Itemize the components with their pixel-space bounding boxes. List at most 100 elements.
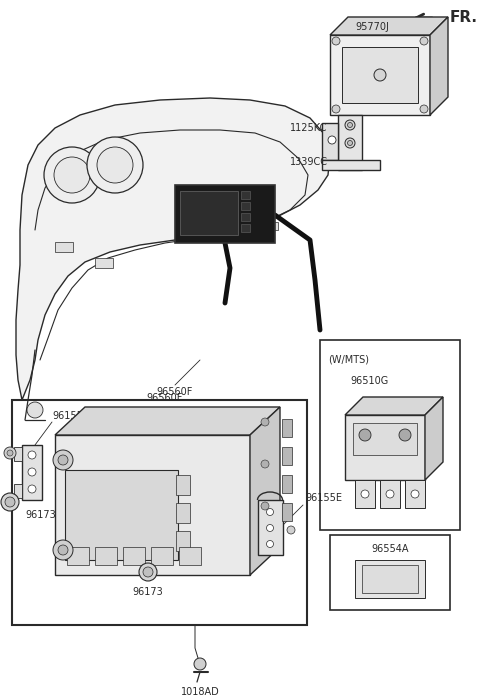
Bar: [342, 47, 418, 103]
Circle shape: [345, 138, 355, 148]
Circle shape: [7, 450, 13, 456]
Circle shape: [28, 468, 36, 476]
Circle shape: [261, 502, 269, 510]
Circle shape: [348, 140, 352, 145]
Circle shape: [266, 524, 274, 531]
Bar: [353, 423, 417, 455]
Bar: [55, 435, 250, 575]
Polygon shape: [250, 407, 280, 575]
Text: 96145C: 96145C: [200, 413, 238, 423]
Circle shape: [27, 402, 43, 418]
Circle shape: [1, 493, 19, 511]
Bar: [355, 560, 425, 598]
Bar: [175, 185, 275, 243]
Text: 96173: 96173: [132, 587, 163, 597]
Text: 96560F: 96560F: [147, 393, 183, 403]
Circle shape: [28, 451, 36, 459]
Circle shape: [266, 540, 274, 547]
Circle shape: [332, 105, 340, 113]
Polygon shape: [355, 480, 375, 508]
Circle shape: [58, 545, 68, 555]
Bar: [330, 35, 430, 115]
Bar: [95, 258, 113, 268]
Bar: [123, 547, 145, 565]
Circle shape: [58, 455, 68, 465]
Circle shape: [53, 540, 73, 560]
Text: 95770J: 95770J: [355, 22, 389, 32]
Bar: [151, 547, 173, 565]
Text: 96155D: 96155D: [52, 411, 91, 421]
Text: 1125KC: 1125KC: [290, 123, 327, 133]
Bar: [176, 531, 190, 551]
Polygon shape: [405, 480, 425, 508]
Bar: [258, 500, 283, 555]
Circle shape: [28, 485, 36, 493]
Circle shape: [97, 147, 133, 183]
Polygon shape: [55, 407, 280, 435]
Text: 96155E: 96155E: [305, 493, 342, 503]
Circle shape: [420, 105, 428, 113]
Bar: [260, 222, 278, 230]
Circle shape: [87, 137, 143, 193]
Bar: [176, 503, 190, 523]
Circle shape: [411, 490, 419, 498]
Bar: [65, 470, 178, 560]
Circle shape: [348, 123, 352, 128]
Bar: [241, 191, 250, 199]
Text: (W/MTS): (W/MTS): [328, 354, 369, 364]
Circle shape: [332, 37, 340, 45]
Circle shape: [359, 429, 371, 441]
Text: 96560F: 96560F: [157, 387, 193, 397]
Polygon shape: [322, 123, 338, 160]
Bar: [282, 447, 292, 465]
Circle shape: [194, 658, 206, 670]
Polygon shape: [425, 397, 443, 480]
Circle shape: [143, 567, 153, 577]
Circle shape: [44, 147, 100, 203]
Text: FR.: FR.: [450, 10, 478, 26]
Polygon shape: [430, 17, 448, 115]
Text: 96554A: 96554A: [371, 544, 409, 554]
Text: 1339CC: 1339CC: [290, 157, 328, 167]
Bar: [362, 565, 418, 593]
Polygon shape: [322, 160, 380, 170]
Circle shape: [345, 120, 355, 130]
Polygon shape: [345, 397, 443, 415]
Circle shape: [261, 460, 269, 468]
Circle shape: [399, 429, 411, 441]
Circle shape: [420, 37, 428, 45]
Circle shape: [4, 447, 16, 459]
Circle shape: [54, 157, 90, 193]
Bar: [14, 484, 22, 498]
Bar: [14, 447, 22, 461]
Circle shape: [361, 490, 369, 498]
Circle shape: [266, 509, 274, 516]
Bar: [282, 475, 292, 493]
Bar: [330, 535, 450, 610]
Polygon shape: [330, 17, 448, 35]
Bar: [241, 202, 250, 210]
Bar: [180, 191, 238, 235]
Circle shape: [287, 526, 295, 534]
Polygon shape: [380, 480, 400, 508]
Bar: [282, 503, 292, 521]
Bar: [55, 242, 73, 252]
Circle shape: [261, 418, 269, 426]
Bar: [179, 547, 201, 565]
Bar: [22, 445, 42, 500]
Circle shape: [386, 490, 394, 498]
Text: 96173: 96173: [25, 510, 56, 520]
Polygon shape: [338, 115, 362, 170]
Bar: [345, 415, 425, 480]
Bar: [12, 400, 307, 625]
Bar: [176, 475, 190, 495]
Polygon shape: [16, 98, 330, 400]
Bar: [95, 547, 117, 565]
Bar: [282, 419, 292, 437]
Text: 96510G: 96510G: [350, 376, 388, 386]
Circle shape: [328, 136, 336, 144]
Bar: [320, 340, 460, 530]
Bar: [241, 213, 250, 221]
Circle shape: [374, 69, 386, 81]
Circle shape: [139, 563, 157, 581]
